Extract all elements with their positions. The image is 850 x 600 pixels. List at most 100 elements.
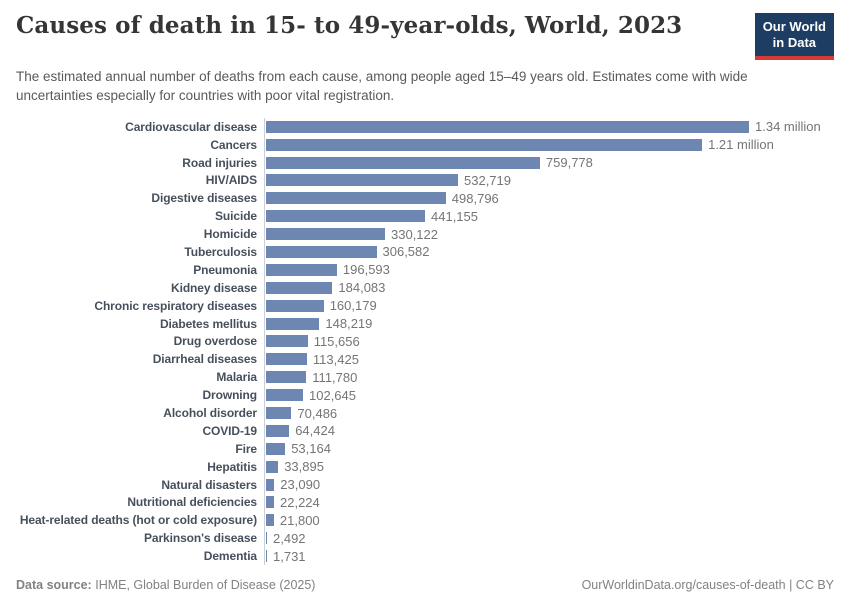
category-label: Drug overdose bbox=[173, 334, 257, 349]
bar[interactable] bbox=[266, 120, 749, 133]
bar-area: 102,645 bbox=[264, 386, 850, 405]
bar-area: 532,719 bbox=[264, 171, 850, 190]
value-label: 111,780 bbox=[312, 369, 358, 385]
chart-row: Nutritional deficiencies 22,224 bbox=[0, 493, 850, 512]
bar[interactable] bbox=[266, 156, 540, 169]
chart-row: HIV/AIDS 532,719 bbox=[0, 171, 850, 190]
value-label: 759,778 bbox=[545, 155, 593, 171]
category-label: Hepatitis bbox=[207, 459, 257, 474]
bar[interactable] bbox=[266, 281, 333, 294]
owid-logo-line1: Our World bbox=[762, 19, 826, 34]
category-label: Heat-related deaths (hot or cold exposur… bbox=[19, 513, 257, 528]
chart-row: Alcohol disorder 70,486 bbox=[0, 404, 850, 422]
chart-row: Chronic respiratory diseases 160,179 bbox=[0, 296, 850, 315]
category-label: Cardiovascular disease bbox=[125, 119, 257, 134]
bar-area: 21,800 bbox=[264, 511, 850, 530]
bar[interactable] bbox=[266, 442, 286, 455]
category-label: Cancers bbox=[210, 137, 257, 152]
footer-link[interactable]: OurWorldinData.org/causes-of-death | CC … bbox=[581, 578, 834, 593]
category-label: Tuberculosis bbox=[184, 244, 257, 259]
bar[interactable] bbox=[266, 299, 324, 312]
bar-chart: Cardiovascular disease 1.34 million Cancer… bbox=[0, 117, 850, 566]
bar-area: 2,492 bbox=[264, 529, 850, 548]
chart-row: Diabetes mellitus 148,219 bbox=[0, 314, 850, 333]
owid-logo[interactable]: Our World in Data bbox=[754, 13, 834, 60]
chart-row: Drowning 102,645 bbox=[0, 386, 850, 405]
bar-area: 1.21 million bbox=[264, 135, 850, 154]
chart-row: Road injuries 759,778 bbox=[0, 153, 850, 172]
category-label: Road injuries bbox=[182, 155, 257, 170]
bar-area: 33,895 bbox=[264, 457, 850, 476]
value-label: 1,731 bbox=[273, 548, 306, 564]
chart-row: Parkinson's disease 2,492 bbox=[0, 529, 850, 548]
value-label: 21,800 bbox=[279, 512, 320, 528]
bar-area: 64,424 bbox=[264, 421, 850, 440]
chart-row: Kidney disease 184,083 bbox=[0, 278, 850, 297]
value-label: 441,155 bbox=[431, 208, 478, 224]
bar-area: 1,731 bbox=[264, 547, 850, 566]
bar[interactable] bbox=[266, 496, 274, 509]
value-label: 160,179 bbox=[329, 298, 377, 314]
bar[interactable] bbox=[266, 263, 337, 276]
value-label: 2,492 bbox=[273, 530, 306, 546]
bar[interactable] bbox=[266, 460, 279, 473]
bar[interactable] bbox=[266, 424, 290, 437]
bar[interactable] bbox=[266, 192, 446, 205]
category-label: Diarrheal diseases bbox=[152, 352, 257, 367]
header: Causes of death in 15- to 49-year-olds, … bbox=[0, 0, 850, 105]
category-label: Fire bbox=[235, 441, 257, 456]
category-label: Suicide bbox=[215, 209, 257, 224]
bar-area: 160,179 bbox=[264, 296, 850, 315]
bar[interactable] bbox=[266, 138, 703, 151]
value-label: 23,090 bbox=[280, 477, 321, 493]
chart-row: Pneumonia 196,593 bbox=[0, 260, 850, 279]
chart-subtitle: The estimated annual number of deaths fr… bbox=[16, 68, 748, 103]
category-label: Diabetes mellitus bbox=[159, 316, 257, 331]
chart-row: Digestive diseases 498,796 bbox=[0, 189, 850, 208]
bar-area: 113,425 bbox=[264, 350, 850, 369]
bar[interactable] bbox=[266, 228, 385, 241]
category-label: Malaria bbox=[216, 370, 257, 385]
bar[interactable] bbox=[266, 532, 267, 545]
chart-row: COVID-19 64,424 bbox=[0, 421, 850, 440]
bar-area: 441,155 bbox=[264, 207, 850, 226]
chart-row: Dementia 1,731 bbox=[0, 547, 850, 566]
bar[interactable] bbox=[266, 353, 307, 366]
bar-area: 498,796 bbox=[264, 189, 850, 208]
value-label: 330,122 bbox=[391, 226, 438, 242]
bar-area: 759,778 bbox=[264, 153, 850, 172]
chart-row: Homicide 330,122 bbox=[0, 225, 850, 244]
category-label: Pneumonia bbox=[193, 262, 257, 277]
chart-row: Natural disasters 23,090 bbox=[0, 475, 850, 494]
bar[interactable] bbox=[266, 335, 308, 348]
data-source: Data source: IHME, Global Burden of Dise… bbox=[16, 578, 315, 592]
owid-logo-line2: in Data bbox=[772, 35, 817, 51]
value-label: 53,164 bbox=[291, 441, 331, 457]
bar[interactable] bbox=[266, 478, 275, 491]
value-label: 1.34 million bbox=[755, 119, 821, 135]
bar[interactable] bbox=[266, 210, 425, 223]
chart-row: Cancers 1.21 million bbox=[0, 135, 850, 154]
bar-area: 22,224 bbox=[264, 493, 850, 512]
chart-row: Malaria 111,780 bbox=[0, 368, 850, 387]
bar-area: 23,090 bbox=[264, 475, 850, 494]
bar[interactable] bbox=[266, 371, 307, 384]
value-label: 1.21 million bbox=[708, 137, 774, 153]
bar-area: 1.34 million bbox=[264, 117, 850, 136]
bar[interactable] bbox=[266, 317, 320, 330]
bar[interactable] bbox=[266, 407, 292, 419]
bar[interactable] bbox=[266, 174, 458, 187]
bar-area: 111,780 bbox=[264, 368, 850, 387]
value-label: 115,656 bbox=[313, 333, 360, 349]
bar[interactable] bbox=[266, 514, 274, 527]
bar[interactable] bbox=[266, 550, 267, 563]
value-label: 306,582 bbox=[382, 244, 430, 260]
value-label: 196,593 bbox=[342, 262, 390, 278]
bar[interactable] bbox=[266, 389, 303, 402]
bar[interactable] bbox=[266, 245, 377, 258]
chart-row: Hepatitis 33,895 bbox=[0, 457, 850, 476]
category-label: Dementia bbox=[203, 549, 257, 564]
bar-area: 196,593 bbox=[264, 260, 850, 279]
value-label: 102,645 bbox=[309, 387, 356, 403]
